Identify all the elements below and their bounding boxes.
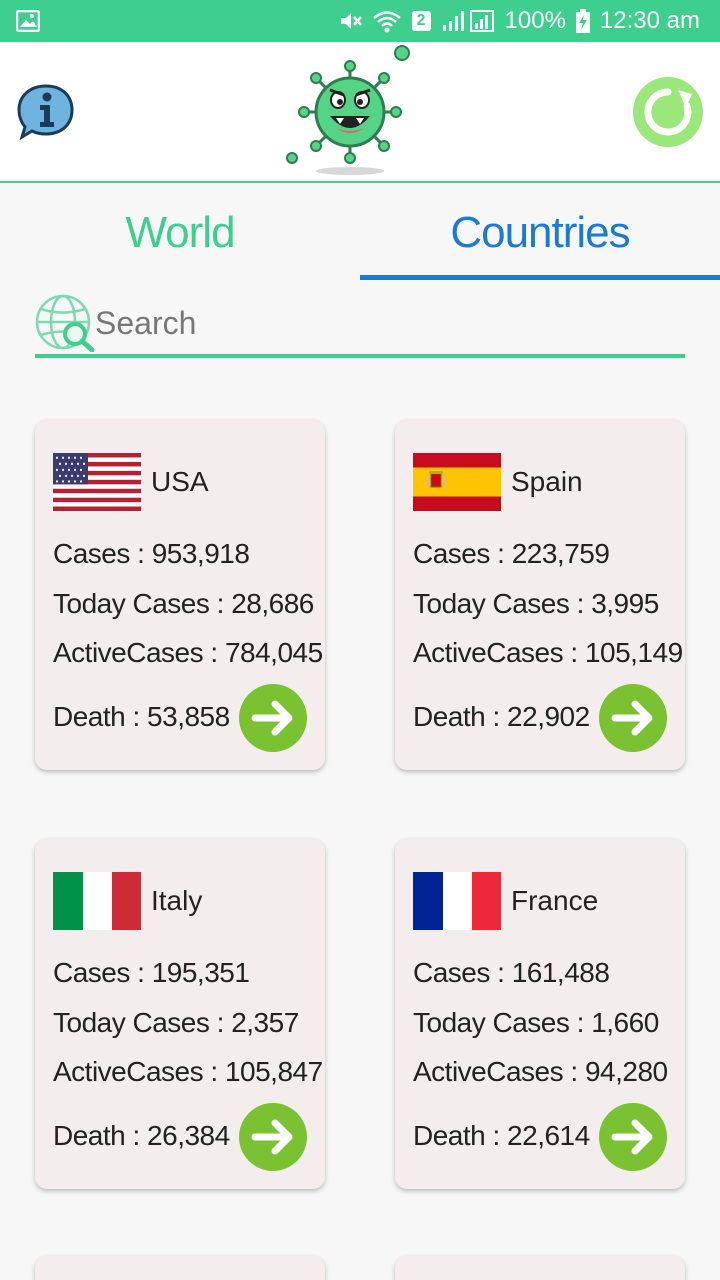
arrow-right-icon xyxy=(611,700,653,736)
card-header: Italy xyxy=(53,871,202,931)
cases-text: Cases : 223,759 xyxy=(413,538,610,569)
battery-icon xyxy=(575,9,590,33)
tab-countries[interactable]: Countries xyxy=(450,207,630,257)
globe-search-icon xyxy=(35,294,95,353)
country-card-partial[interactable] xyxy=(395,1256,685,1280)
cases-text: Cases : 195,351 xyxy=(53,957,250,988)
arrow-right-icon xyxy=(611,1119,653,1155)
country-card-partial[interactable] xyxy=(35,1256,325,1280)
country-card-france[interactable]: France Cases : 161,488 Today Cases : 1,6… xyxy=(395,839,685,1189)
virus-logo xyxy=(280,42,420,183)
active-tab-indicator xyxy=(360,275,720,280)
country-card-italy[interactable]: Italy Cases : 195,351 Today Cases : 2,35… xyxy=(35,839,325,1189)
search-input[interactable] xyxy=(95,300,675,346)
death-text: Death : 22,902 xyxy=(413,701,590,732)
info-icon xyxy=(17,84,74,141)
today-cases-text: Today Cases : 3,995 xyxy=(413,588,659,619)
refresh-button[interactable] xyxy=(632,76,704,148)
active-cases-text: ActiveCases : 784,045 xyxy=(53,637,323,668)
france-flag-icon xyxy=(413,872,501,930)
death-text: Death : 26,384 xyxy=(53,1120,230,1151)
search-bar xyxy=(35,292,685,358)
today-cases-text: Today Cases : 1,660 xyxy=(413,1007,659,1038)
death-text: Death : 22,614 xyxy=(413,1120,590,1151)
details-button[interactable] xyxy=(599,1103,667,1171)
info-button[interactable] xyxy=(16,82,76,142)
details-button[interactable] xyxy=(599,684,667,752)
status-bar: 2 100% 12:30 am xyxy=(0,0,720,42)
battery-level: 100% xyxy=(504,7,566,34)
spain-flag-icon xyxy=(413,453,501,511)
refresh-icon xyxy=(633,77,703,147)
card-header: USA xyxy=(53,452,209,512)
country-name: Italy xyxy=(151,885,203,916)
death-text: Death : 53,858 xyxy=(53,701,230,732)
signal-icon xyxy=(441,9,495,33)
wifi-icon xyxy=(372,9,402,33)
italy-flag-icon xyxy=(53,872,141,930)
sim-badge: 2 xyxy=(411,11,431,31)
active-cases-text: ActiveCases : 105,149 xyxy=(413,637,683,668)
tab-world[interactable]: World xyxy=(125,207,235,257)
cases-text: Cases : 953,918 xyxy=(53,538,250,569)
photo-icon xyxy=(15,9,41,37)
active-cases-text: ActiveCases : 105,847 xyxy=(53,1056,323,1087)
today-cases-text: Today Cases : 2,357 xyxy=(53,1007,299,1038)
card-header: France xyxy=(413,871,598,931)
status-time: 12:30 am xyxy=(599,7,700,34)
active-cases-text: ActiveCases : 94,280 xyxy=(413,1056,668,1087)
mute-icon xyxy=(338,9,362,33)
country-card-spain[interactable]: Spain Cases : 223,759 Today Cases : 3,99… xyxy=(395,420,685,770)
country-name: USA xyxy=(151,466,209,497)
country-name: France xyxy=(511,885,599,916)
arrow-right-icon xyxy=(251,1119,293,1155)
details-button[interactable] xyxy=(239,1103,307,1171)
app-bar xyxy=(0,42,720,183)
cases-text: Cases : 161,488 xyxy=(413,957,610,988)
country-card-usa[interactable]: USA Cases : 953,918 Today Cases : 28,686… xyxy=(35,420,325,770)
details-button[interactable] xyxy=(239,684,307,752)
card-header: Spain xyxy=(413,452,583,512)
today-cases-text: Today Cases : 28,686 xyxy=(53,588,314,619)
usa-flag-icon xyxy=(53,453,141,511)
arrow-right-icon xyxy=(251,700,293,736)
country-name: Spain xyxy=(511,466,583,497)
